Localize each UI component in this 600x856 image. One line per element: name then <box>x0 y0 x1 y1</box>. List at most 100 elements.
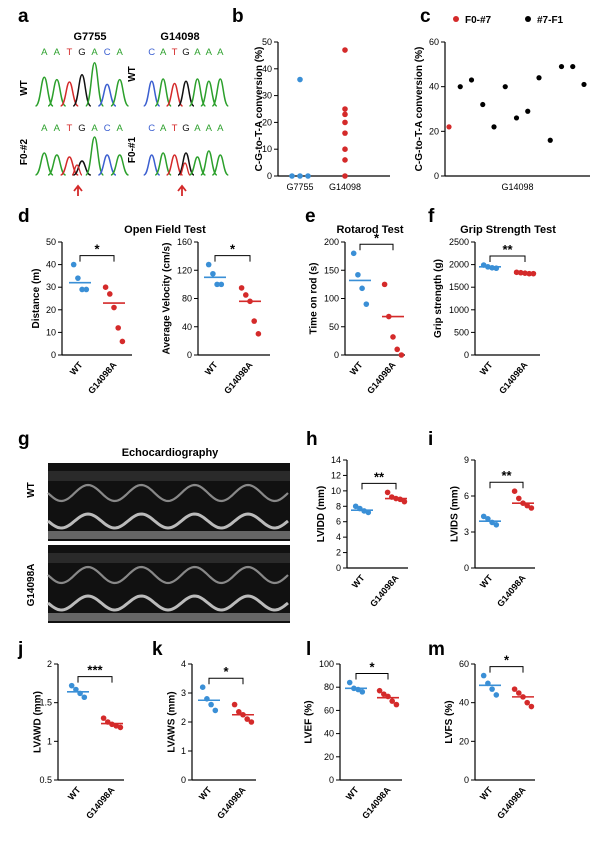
x-tick-label: WT <box>66 784 83 802</box>
y-tick-label: 0 <box>464 563 469 573</box>
significance-label: *** <box>87 663 103 678</box>
trace-peak <box>211 78 230 107</box>
significance-bracket <box>489 666 524 673</box>
base-letter: A <box>41 123 48 134</box>
base-letter: A <box>91 123 98 134</box>
y-tick-label: 14 <box>331 455 341 465</box>
y-tick-label: 40 <box>459 698 469 708</box>
echo-title: Echocardiography <box>122 447 219 459</box>
data-point <box>102 284 109 291</box>
panel-letter-c: c <box>420 6 431 27</box>
significance-label: * <box>374 230 380 245</box>
significance-label: * <box>94 242 100 257</box>
row-label-wt-left: WT <box>19 80 30 96</box>
data-point <box>208 701 214 708</box>
data-point <box>381 691 387 697</box>
data-point <box>493 522 500 528</box>
y-tick-label: 0 <box>51 350 56 360</box>
data-point <box>493 692 500 698</box>
echo-band <box>48 613 290 621</box>
chart-e: 0 50 100 150 200 Time on rod (s) Rotarod Test W… <box>309 224 405 396</box>
panel-letter-m: m <box>428 639 445 660</box>
x-tick-label: WT <box>478 572 495 590</box>
base-letter: A <box>194 123 201 134</box>
data-point <box>581 81 587 88</box>
significance-bracket <box>79 255 115 262</box>
y-axis-label: Time on rod (s) <box>309 262 320 334</box>
row-label-wt-right: WT <box>127 66 138 82</box>
echo-band <box>48 471 290 481</box>
y-tick-label: 20 <box>459 736 469 746</box>
base-letter: C <box>148 123 155 134</box>
y-tick-label: 40 <box>262 64 272 74</box>
y-tick-label: 12 <box>331 470 341 480</box>
y-tick-label: 0 <box>187 350 192 360</box>
data-point <box>516 690 522 696</box>
y-tick-label: 0 <box>329 775 334 785</box>
y-tick-label: 0 <box>464 350 469 360</box>
data-point <box>359 689 366 695</box>
y-axis-label: LVIDD (mm) <box>316 486 327 542</box>
y-tick-label: 50 <box>262 37 272 47</box>
chart-title: Open Field Test <box>124 224 206 236</box>
y-tick-label: 150 <box>324 265 339 275</box>
trace-peak <box>143 154 161 176</box>
y-tick-label: 0 <box>464 775 469 785</box>
significance-label: * <box>369 660 375 675</box>
base-letter: A <box>160 47 167 58</box>
echo-band <box>48 531 290 539</box>
data-point <box>570 63 576 70</box>
data-point <box>359 285 365 292</box>
data-point <box>502 84 508 90</box>
panel-letter-k: k <box>152 639 163 660</box>
data-point <box>489 686 495 692</box>
panel-letter-b: b <box>232 6 244 27</box>
y-tick-label: 30 <box>262 91 272 101</box>
base-letter: T <box>67 123 73 134</box>
base-letter: G <box>78 47 85 58</box>
trace-peak <box>200 80 218 107</box>
y-tick-label: 3 <box>181 688 186 698</box>
trace-peak <box>71 164 83 176</box>
data-point <box>485 516 491 522</box>
data-point <box>536 75 542 81</box>
trace-peak <box>110 154 129 176</box>
trace-peak <box>154 78 172 107</box>
trace-peak <box>35 152 54 176</box>
data-point <box>491 124 497 130</box>
y-tick-label: 0 <box>181 775 186 785</box>
base-letter: G <box>182 123 189 134</box>
trace-peak <box>47 78 67 107</box>
data-point <box>398 352 405 358</box>
base-letter: A <box>117 123 124 134</box>
base-letter: G <box>182 47 189 58</box>
data-point <box>81 694 88 701</box>
y-tick-label: 6 <box>464 491 469 501</box>
base-letter: A <box>54 123 61 134</box>
y-axis-label: LVEF (%) <box>304 700 315 743</box>
panel-g-echo: Echocardiography WT G14098A <box>26 447 290 623</box>
y-tick-label: 100 <box>324 294 339 304</box>
x-tick-label: G14098A <box>495 784 528 820</box>
x-tick-label: WT <box>68 359 85 377</box>
data-point <box>513 115 520 121</box>
trace-peak <box>110 78 129 107</box>
row-label-mut-right: F0-#1 <box>127 137 138 164</box>
data-point <box>342 173 348 179</box>
base-letter: T <box>67 47 73 58</box>
data-point <box>255 331 262 337</box>
data-point <box>342 119 348 126</box>
x-tick-label: WT <box>344 784 361 802</box>
chart-j: 0.5 1 1.5 2 LVAWD (mm) WT G14098A *** <box>33 659 124 821</box>
chart-title: Grip Strength Test <box>460 224 556 236</box>
trace-peak <box>35 76 54 107</box>
y-tick-label: 50 <box>46 237 56 247</box>
legend-label: #7-F1 <box>537 15 564 26</box>
data-point <box>480 101 486 108</box>
y-tick-label: 60 <box>459 659 469 669</box>
data-point <box>83 286 90 293</box>
y-tick-label: 10 <box>46 327 56 337</box>
y-tick-label: 160 <box>177 237 192 247</box>
data-point <box>393 701 400 708</box>
